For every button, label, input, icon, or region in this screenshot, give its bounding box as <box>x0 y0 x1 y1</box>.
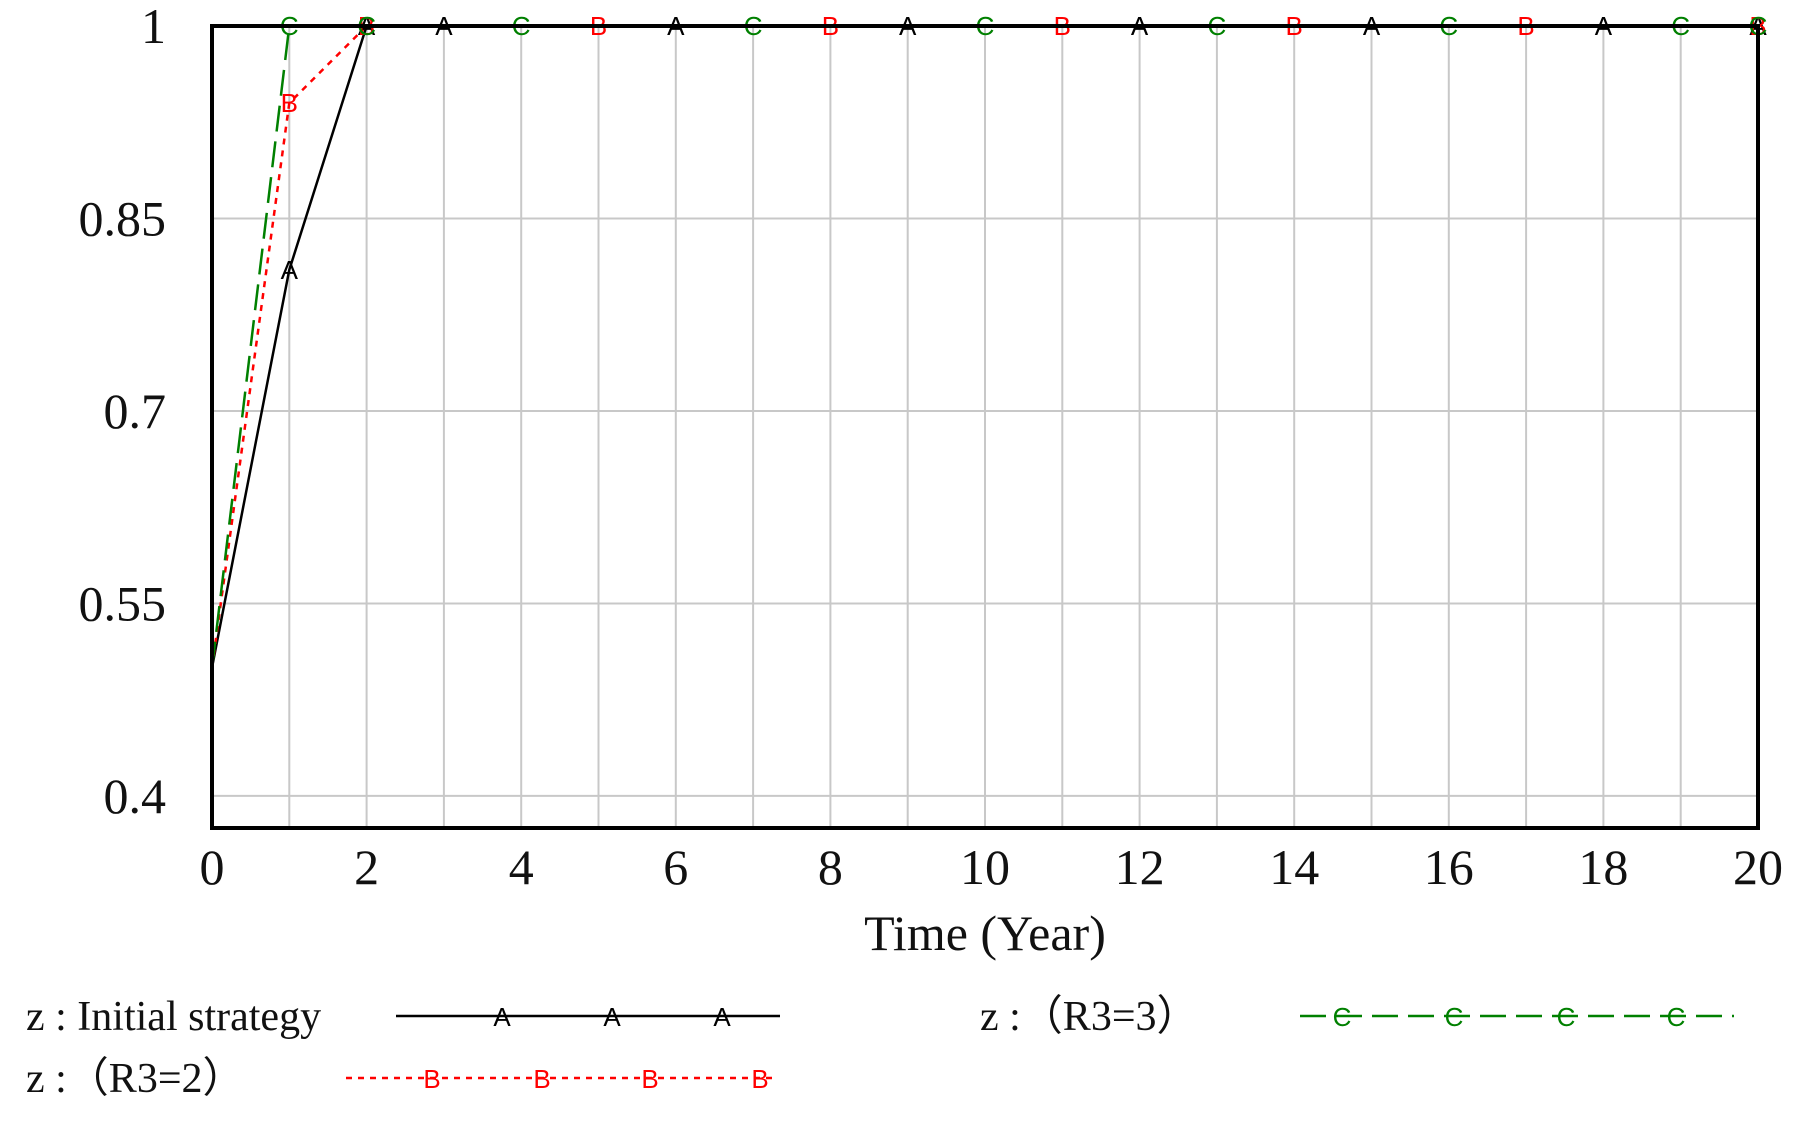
x-tick-label: 10 <box>960 839 1010 895</box>
legend-marker: A <box>713 1002 731 1032</box>
x-axis-title: Time (Year) <box>864 905 1106 961</box>
data-point-marker: A <box>281 255 299 285</box>
legend-label: z :（R3=3） <box>980 994 1199 1040</box>
legend-marker: C <box>1445 1002 1464 1032</box>
y-tick-label: 1 <box>141 0 166 54</box>
legend-marker: A <box>493 1002 511 1032</box>
legend-marker: C <box>1333 1002 1352 1032</box>
legend-marker: B <box>751 1064 768 1094</box>
y-tick-label: 0.4 <box>104 768 167 824</box>
x-axis-tick-labels: 0 2 4 6 8 10 12 14 16 18 20 <box>200 839 1784 895</box>
x-tick-label: 6 <box>663 839 688 895</box>
x-tick-label: 12 <box>1115 839 1165 895</box>
y-axis-tick-labels: 0.4 0.55 0.7 0.85 1 <box>79 0 167 824</box>
x-tick-label: 4 <box>509 839 534 895</box>
x-tick-label: 20 <box>1733 839 1783 895</box>
legend-marker: B <box>423 1064 440 1094</box>
x-tick-label: 8 <box>818 839 843 895</box>
x-tick-label: 16 <box>1424 839 1474 895</box>
legend-label: z : Initial strategy <box>26 994 321 1040</box>
legend-marker: C <box>1557 1002 1576 1032</box>
y-tick-label: 0.7 <box>104 383 167 439</box>
legend-label: z :（R3=2） <box>26 1056 245 1102</box>
legend-marker: B <box>641 1064 658 1094</box>
y-tick-label: 0.55 <box>79 575 167 631</box>
legend-marker: B <box>533 1064 550 1094</box>
x-tick-label: 2 <box>354 839 379 895</box>
x-tick-label: 14 <box>1269 839 1319 895</box>
x-tick-label: 18 <box>1578 839 1628 895</box>
y-tick-label: 0.85 <box>79 190 167 246</box>
legend-marker: C <box>1667 1002 1686 1032</box>
plot-frame <box>210 24 1760 830</box>
x-tick-label: 0 <box>200 839 225 895</box>
data-point-marker: B <box>281 88 298 118</box>
series-markers: AA A A A A A A ABB B B B B B BC C C C C C C C C <box>280 11 1767 285</box>
grid-lines <box>211 25 1759 828</box>
legend-marker: A <box>603 1002 621 1032</box>
legend: z : Initial strategy A A Az :（R3=2） B B B Bz :（… <box>26 994 1734 1102</box>
